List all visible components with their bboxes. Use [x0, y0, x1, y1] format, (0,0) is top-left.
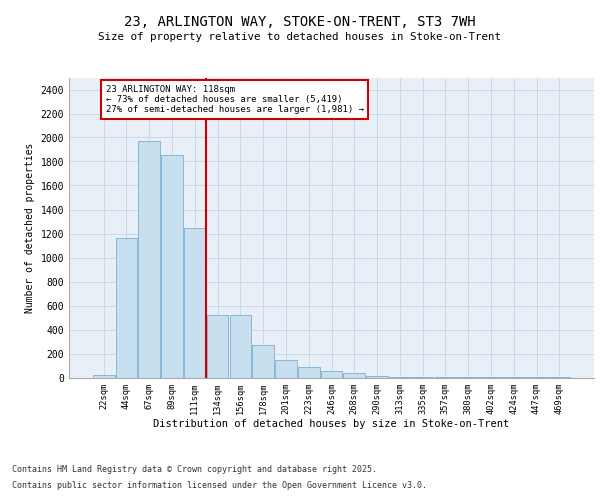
Bar: [275, 360, 297, 378]
Text: Contains HM Land Registry data © Crown copyright and database right 2025.: Contains HM Land Registry data © Crown c…: [12, 466, 377, 474]
Bar: [320, 371, 343, 378]
Bar: [298, 368, 320, 378]
Text: Contains public sector information licensed under the Open Government Licence v3: Contains public sector information licen…: [12, 480, 427, 490]
Bar: [343, 372, 365, 378]
Text: 23 ARLINGTON WAY: 118sqm
← 73% of detached houses are smaller (5,419)
27% of sem: 23 ARLINGTON WAY: 118sqm ← 73% of detach…: [106, 84, 364, 114]
Bar: [366, 376, 388, 378]
Bar: [139, 141, 160, 378]
Text: Size of property relative to detached houses in Stoke-on-Trent: Size of property relative to detached ho…: [98, 32, 502, 42]
Text: 23, ARLINGTON WAY, STOKE-ON-TRENT, ST3 7WH: 23, ARLINGTON WAY, STOKE-ON-TRENT, ST3 7…: [124, 16, 476, 30]
Bar: [116, 238, 137, 378]
Bar: [253, 345, 274, 378]
Bar: [389, 377, 410, 378]
Bar: [184, 228, 206, 378]
Y-axis label: Number of detached properties: Number of detached properties: [25, 142, 35, 312]
Bar: [161, 155, 183, 378]
Bar: [207, 315, 229, 378]
Bar: [93, 374, 115, 378]
Bar: [230, 315, 251, 378]
X-axis label: Distribution of detached houses by size in Stoke-on-Trent: Distribution of detached houses by size …: [154, 420, 509, 430]
